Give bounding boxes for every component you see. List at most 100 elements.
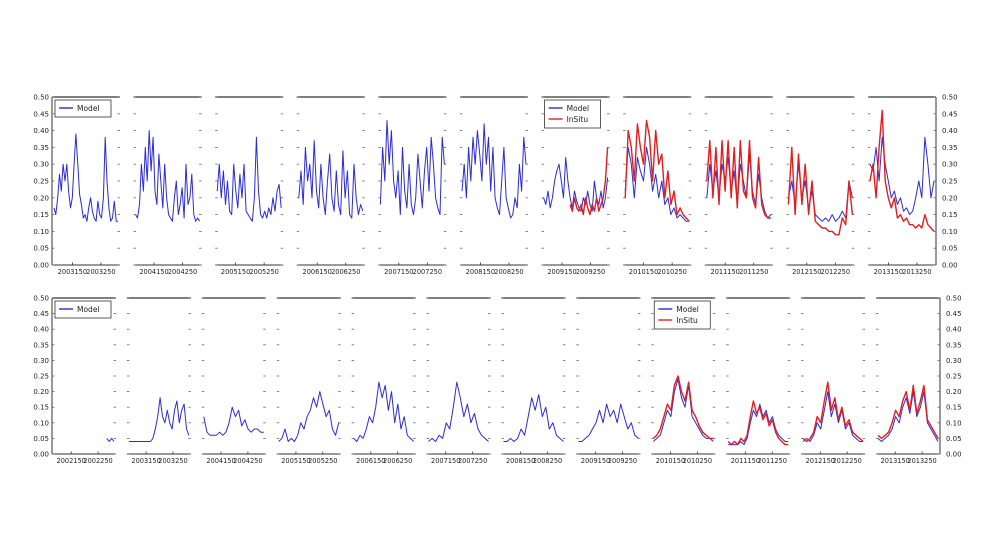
y-tick-label-left: 0.35 [33, 341, 49, 349]
x-tick-label: 2007150 [431, 457, 460, 465]
series-line-insitu [727, 400, 789, 446]
x-tick-label: 2011150 [731, 457, 760, 465]
top-row-charts: 0.00 0.00 0.05 0.05 0.10 0.10 0.15 0.15 0.20 0.20… [33, 94, 957, 277]
series-line-model [203, 406, 264, 436]
y-tick-label-left: 0.10 [33, 419, 49, 427]
series-line-model [106, 437, 115, 442]
series-line-insitu [869, 109, 935, 232]
y-tick-label-left: 0.50 [33, 94, 49, 102]
y-tick-label-right: 0.20 [942, 194, 958, 202]
y-tick-label-right: 0.35 [946, 341, 962, 349]
series-line-model [802, 391, 864, 442]
legend: Model [54, 300, 112, 319]
y-tick-label-left: 0.15 [33, 404, 49, 412]
series-line-model [353, 381, 414, 442]
y-tick-label-right: 0.35 [942, 144, 958, 152]
y-tick-label-left: 0.20 [33, 388, 49, 396]
x-tick-label: 2005150 [281, 457, 310, 465]
x-tick-label: 2003250 [86, 268, 115, 276]
series-line-insitu [802, 381, 864, 443]
y-tick-label-right: 0.15 [946, 404, 962, 412]
y-tick-label-left: 0.00 [33, 262, 49, 270]
y-tick-label-right: 0.00 [942, 262, 958, 270]
x-tick-label: 2004150 [139, 268, 168, 276]
x-tick-label: 2009250 [608, 457, 637, 465]
bottom-row-charts: 0.00 0.00 0.05 0.05 0.10 0.10 0.15 0.15 0.20 0.20… [33, 295, 961, 466]
x-tick-label: 2004250 [168, 268, 197, 276]
x-tick-label: 2013250 [902, 268, 931, 276]
y-tick-label-right: 0.05 [946, 435, 962, 443]
x-tick-label: 2005250 [308, 457, 337, 465]
series-line-model [869, 136, 935, 216]
series-line-model [428, 381, 489, 442]
legend: Model [54, 99, 112, 118]
legend-label-model: Model [77, 104, 100, 113]
x-tick-label: 2009250 [576, 268, 605, 276]
x-tick-label: 2006250 [331, 268, 360, 276]
y-tick-label-right: 0.45 [946, 310, 962, 318]
y-tick-label-right: 0.50 [942, 94, 958, 102]
y-tick-label-right: 0.15 [942, 211, 958, 219]
y-tick-label-left: 0.45 [33, 310, 49, 318]
series-line-model [624, 146, 690, 222]
legend-box [54, 300, 112, 319]
x-tick-label: 2013150 [874, 268, 903, 276]
y-tick-label-left: 0.40 [33, 127, 49, 135]
x-tick-label: 2002150 [57, 457, 86, 465]
x-tick-label: 2006150 [356, 457, 385, 465]
y-tick-label-left: 0.05 [33, 245, 49, 253]
x-tick-label: 2010250 [683, 457, 712, 465]
x-tick-label: 2013250 [907, 457, 936, 465]
y-tick-label-right: 0.20 [946, 388, 962, 396]
series-line-model [278, 391, 340, 442]
x-tick-label: 2010150 [629, 268, 658, 276]
x-tick-label: 2012250 [821, 268, 850, 276]
x-tick-label: 2007150 [384, 268, 413, 276]
y-tick-label-right: 0.30 [946, 357, 962, 365]
series-line-model [877, 391, 939, 442]
x-tick-label: 2009150 [547, 268, 576, 276]
x-tick-label: 2013150 [881, 457, 910, 465]
x-tick-label: 2005250 [249, 268, 278, 276]
y-tick-label-right: 0.45 [942, 110, 958, 118]
x-tick-label: 2008250 [494, 268, 523, 276]
x-tick-label: 2006150 [303, 268, 332, 276]
series-line-model [298, 140, 364, 219]
y-tick-label-right: 0.00 [946, 451, 962, 459]
y-tick-label-right: 0.25 [942, 178, 958, 186]
y-tick-label-right: 0.10 [942, 228, 958, 236]
y-tick-label-right: 0.40 [942, 127, 958, 135]
x-tick-label: 2003150 [131, 457, 160, 465]
x-tick-label: 2006250 [383, 457, 412, 465]
legend-box [54, 99, 112, 118]
series-line-model [461, 123, 527, 219]
y-tick-label-left: 0.00 [33, 451, 49, 459]
x-tick-label: 2007250 [413, 268, 442, 276]
y-tick-label-right: 0.30 [942, 161, 958, 169]
legend: Model InSitu [653, 300, 711, 330]
legend-label-insitu: InSitu [676, 316, 698, 325]
series-line-insitu [624, 119, 690, 222]
y-tick-label-right: 0.25 [946, 373, 962, 381]
x-tick-label: 2008150 [506, 457, 535, 465]
x-tick-label: 2009150 [581, 457, 610, 465]
legend-box [653, 300, 711, 330]
legend-label-model: Model [676, 305, 699, 314]
x-tick-label: 2012150 [792, 268, 821, 276]
series-line-model [53, 133, 118, 222]
legend-label-insitu: InSitu [567, 115, 589, 124]
series-line-model [216, 136, 282, 222]
x-tick-label: 2010150 [656, 457, 685, 465]
